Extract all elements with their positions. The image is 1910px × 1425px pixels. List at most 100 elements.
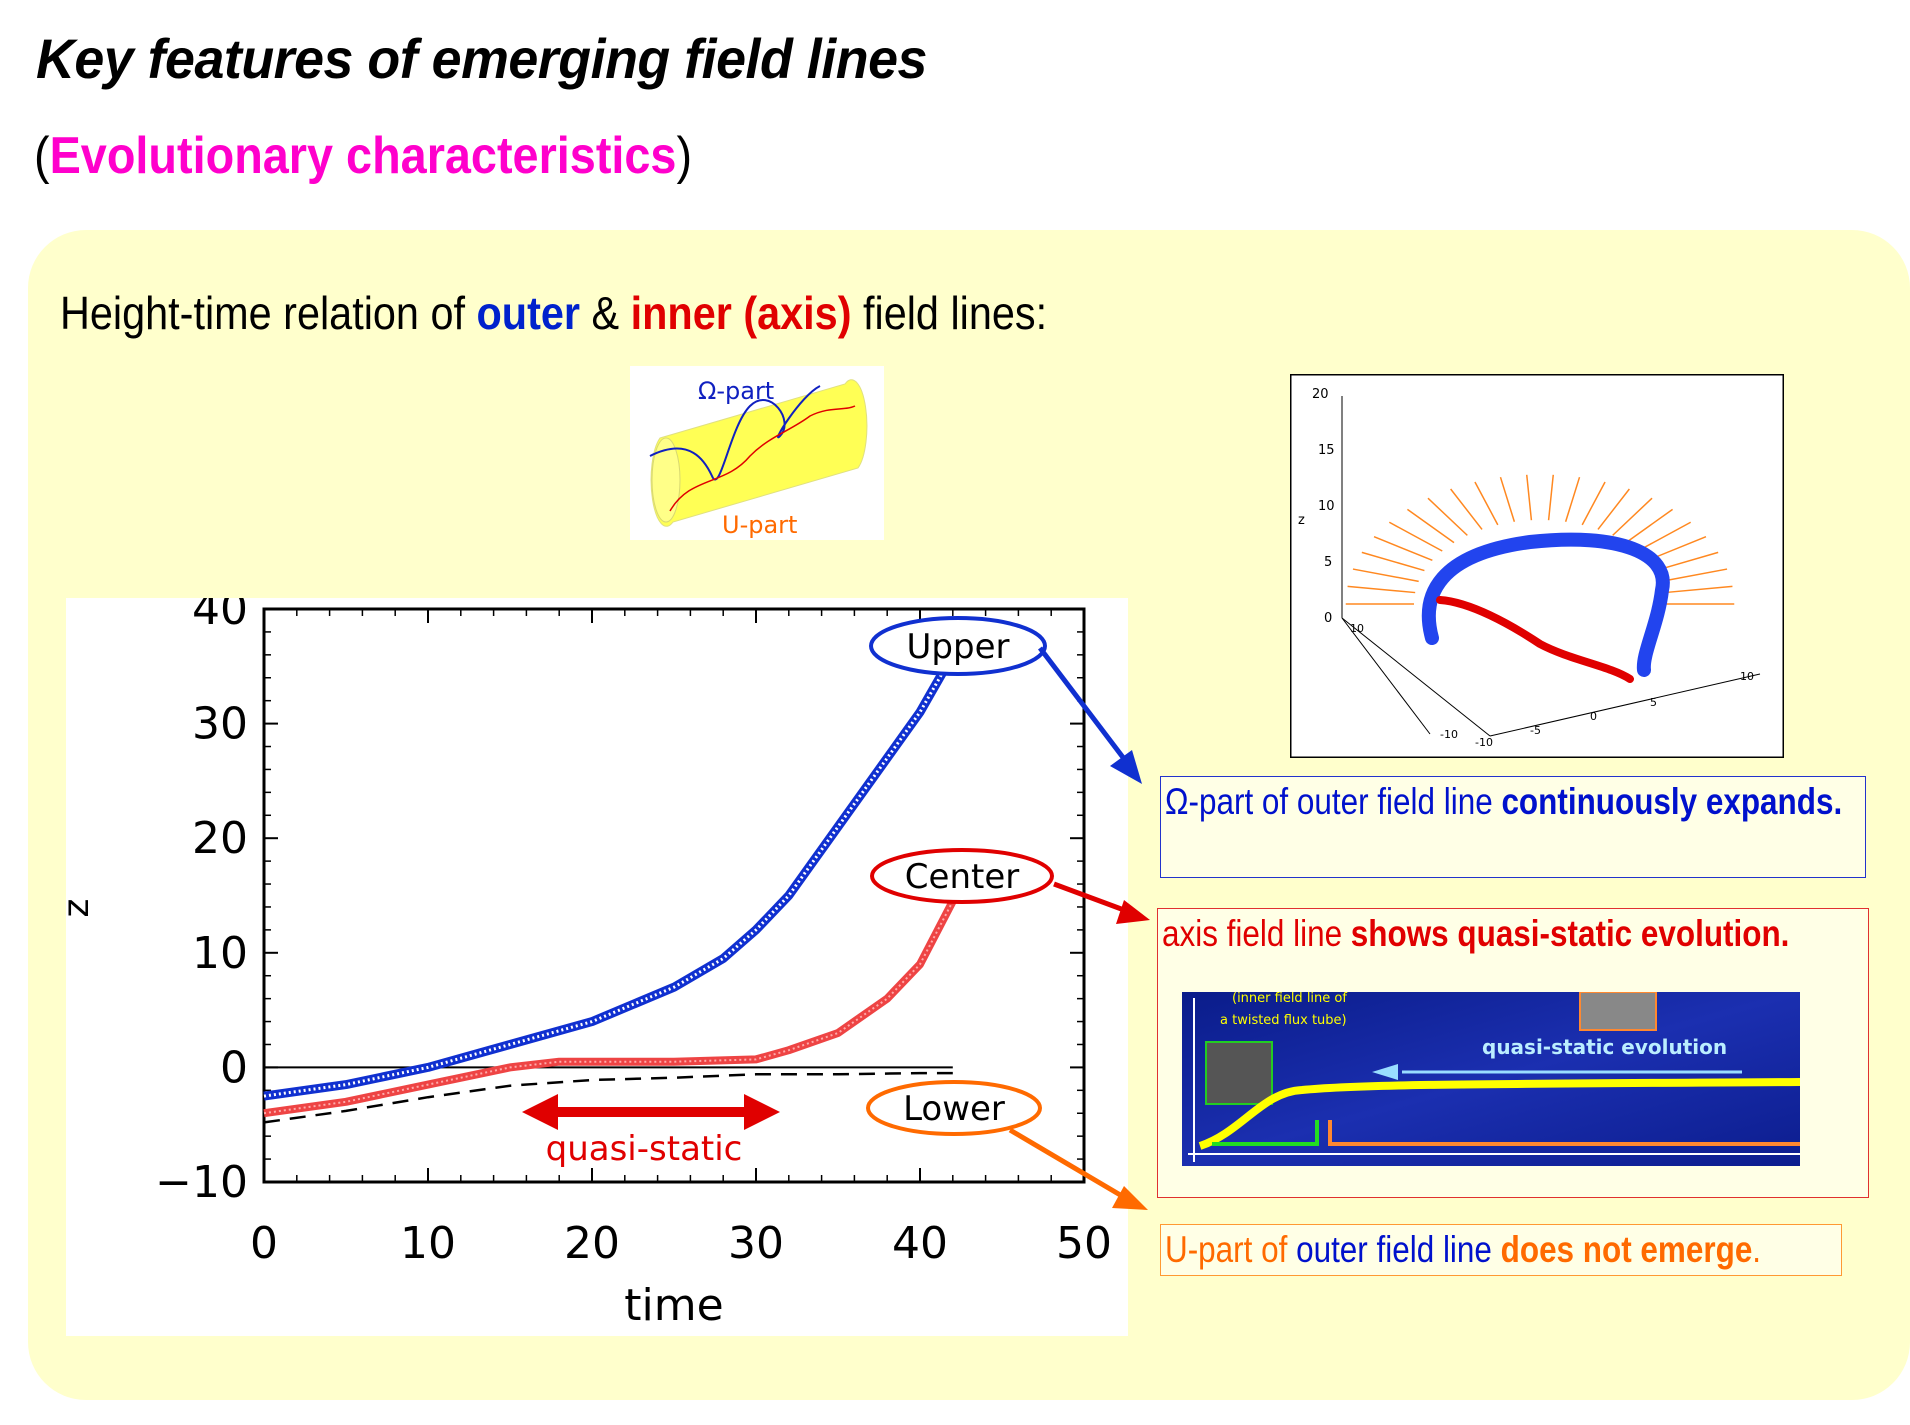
- x-tick-label: 10: [400, 1218, 456, 1269]
- field-vector: [1450, 488, 1483, 530]
- z-tick-20: 20: [1312, 387, 1329, 402]
- y-axis-label: z: [66, 899, 97, 918]
- z-tick-5: 5: [1324, 555, 1332, 570]
- outer-field-line-3d: [1421, 532, 1670, 677]
- twisted-field-line: [649, 385, 821, 481]
- x-tick-label: 20: [564, 1218, 620, 1269]
- field-vector: [1581, 481, 1606, 526]
- x-axis-label: time: [624, 1280, 723, 1331]
- inset-quasi-static-label: quasi-static evolution: [1482, 1035, 1727, 1059]
- inset-green-bracket: [1212, 1120, 1319, 1146]
- field-vector: [1625, 508, 1674, 544]
- field-vector: [1637, 521, 1692, 552]
- heading-outer: outer: [476, 287, 580, 339]
- y-tick-label: 40: [192, 598, 248, 635]
- u-part-label: U-part: [722, 511, 797, 539]
- z-axis-ticks: 20 15 10 5 0: [1312, 387, 1335, 626]
- plot-series: [263, 652, 957, 1124]
- heading-text-2: field lines:: [851, 287, 1048, 339]
- inset-caption-2: a twisted flux tube): [1220, 1013, 1347, 1028]
- field-vector: [1525, 474, 1533, 521]
- field-vector: [1664, 585, 1733, 594]
- field-vector: [1347, 585, 1416, 594]
- omega-part-note: Ω-part of outer field line continuously …: [1160, 776, 1866, 878]
- upart-note-text-2: outer field line: [1296, 1229, 1501, 1270]
- x-axis-ticks: 0 10 20 30 40 50: [250, 609, 1112, 1269]
- y-tick-label: 0: [220, 1042, 248, 1093]
- h-tick-4: -5: [1530, 724, 1541, 737]
- subtitle-close-paren: ): [676, 127, 693, 185]
- series-upper-overlay: [263, 654, 955, 1098]
- x-tick-label: 0: [250, 1218, 278, 1269]
- inset-evolution-image: (inner field line of a twisted flux tube…: [1182, 992, 1800, 1166]
- axis-field-line: [669, 405, 856, 512]
- three-d-field-line-plot: 20 15 10 5 0 z 10 -10 -10 -5 0 5 10: [1290, 374, 1784, 758]
- field-vector: [1612, 497, 1653, 536]
- inset-caption-1: (inner field line of: [1232, 992, 1347, 1006]
- field-vector: [1427, 497, 1468, 536]
- x-tick-label: 40: [892, 1218, 948, 1269]
- field-vector: [1474, 481, 1499, 526]
- inset-orange-bracket: [1328, 1120, 1800, 1146]
- y-tick-label: −10: [155, 1157, 248, 1208]
- y-tick-label: 10: [192, 928, 248, 979]
- quasi-static-label: quasi-static: [546, 1129, 743, 1169]
- subtitle-highlight: Evolutionary characteristics: [49, 127, 677, 185]
- z-axis-label: z: [1298, 513, 1305, 528]
- three-d-frame: [1290, 374, 1784, 758]
- field-vector: [1661, 568, 1728, 583]
- tube-end: [651, 437, 681, 523]
- heading-text-1: Height-time relation of: [60, 287, 477, 339]
- u-part-note: U-part of outer field line does not emer…: [1160, 1224, 1842, 1276]
- y-axis-ticks: 40 30 20 10 0 −10: [155, 598, 1084, 1208]
- field-vector: [1499, 476, 1516, 522]
- field-vector: [1547, 474, 1555, 521]
- slide-title: Key features of emerging field lines: [36, 27, 927, 90]
- y-tick-label: 30: [192, 699, 248, 750]
- horizontal-axis-ticks: 10 -10 -10 -5 0 5 10: [1350, 622, 1754, 749]
- upart-note-end: .: [1752, 1229, 1762, 1270]
- upper-label: Upper: [907, 627, 1010, 667]
- y-tick-label: 20: [192, 813, 248, 864]
- z-tick-10: 10: [1318, 499, 1335, 514]
- heading-inner: inner (axis): [630, 287, 852, 339]
- z-tick-0: 0: [1324, 611, 1332, 626]
- inset-direction-head: [1372, 1064, 1398, 1080]
- upper-label-ellipse: [869, 616, 1047, 676]
- center-label: Center: [905, 857, 1019, 897]
- center-label-ellipse: [870, 848, 1054, 904]
- subtitle-open-paren: (: [34, 127, 50, 185]
- axis-note-bold: shows quasi-static evolution.: [1350, 913, 1790, 954]
- x-tick-label: 50: [1056, 1218, 1112, 1269]
- field-vector: [1564, 476, 1581, 522]
- plot-background: [66, 598, 1128, 1336]
- lower-label: Lower: [903, 1089, 1005, 1129]
- x-tick-label: 30: [728, 1218, 784, 1269]
- h-tick-5: 0: [1590, 710, 1597, 723]
- field-vector: [1388, 521, 1443, 552]
- omega-part-label: Ω-part: [698, 377, 774, 405]
- inset-evolution-curve: [1198, 1078, 1800, 1150]
- field-vector: [1597, 488, 1630, 530]
- quasi-static-arrow: [522, 1094, 780, 1130]
- field-vector: [1352, 568, 1419, 583]
- flux-tube-diagram: Ω-part U-part: [630, 366, 884, 540]
- field-vector: [1373, 536, 1433, 562]
- inset-thumbnail-left: [1205, 1041, 1273, 1105]
- inset-thumbnail-top: [1579, 992, 1657, 1031]
- h-tick-2: -10: [1440, 728, 1458, 741]
- axis-field-line-3d: [1436, 596, 1634, 683]
- omega-note-text: Ω-part of outer field line: [1165, 781, 1502, 822]
- field-vector: [1361, 551, 1425, 572]
- lower-label-ellipse: [866, 1080, 1042, 1136]
- axis-note-text: axis field line: [1162, 913, 1351, 954]
- upart-note-text-1: U-part of: [1165, 1229, 1297, 1270]
- series-center-overlay: [263, 900, 954, 1115]
- h-tick-3: -10: [1475, 736, 1493, 749]
- slide-subtitle: (Evolutionary characteristics): [34, 126, 692, 186]
- h-tick-1: 10: [1350, 622, 1364, 635]
- h-tick-6: 5: [1650, 696, 1657, 709]
- series-lower: [263, 1071, 953, 1124]
- z-tick-15: 15: [1318, 443, 1335, 458]
